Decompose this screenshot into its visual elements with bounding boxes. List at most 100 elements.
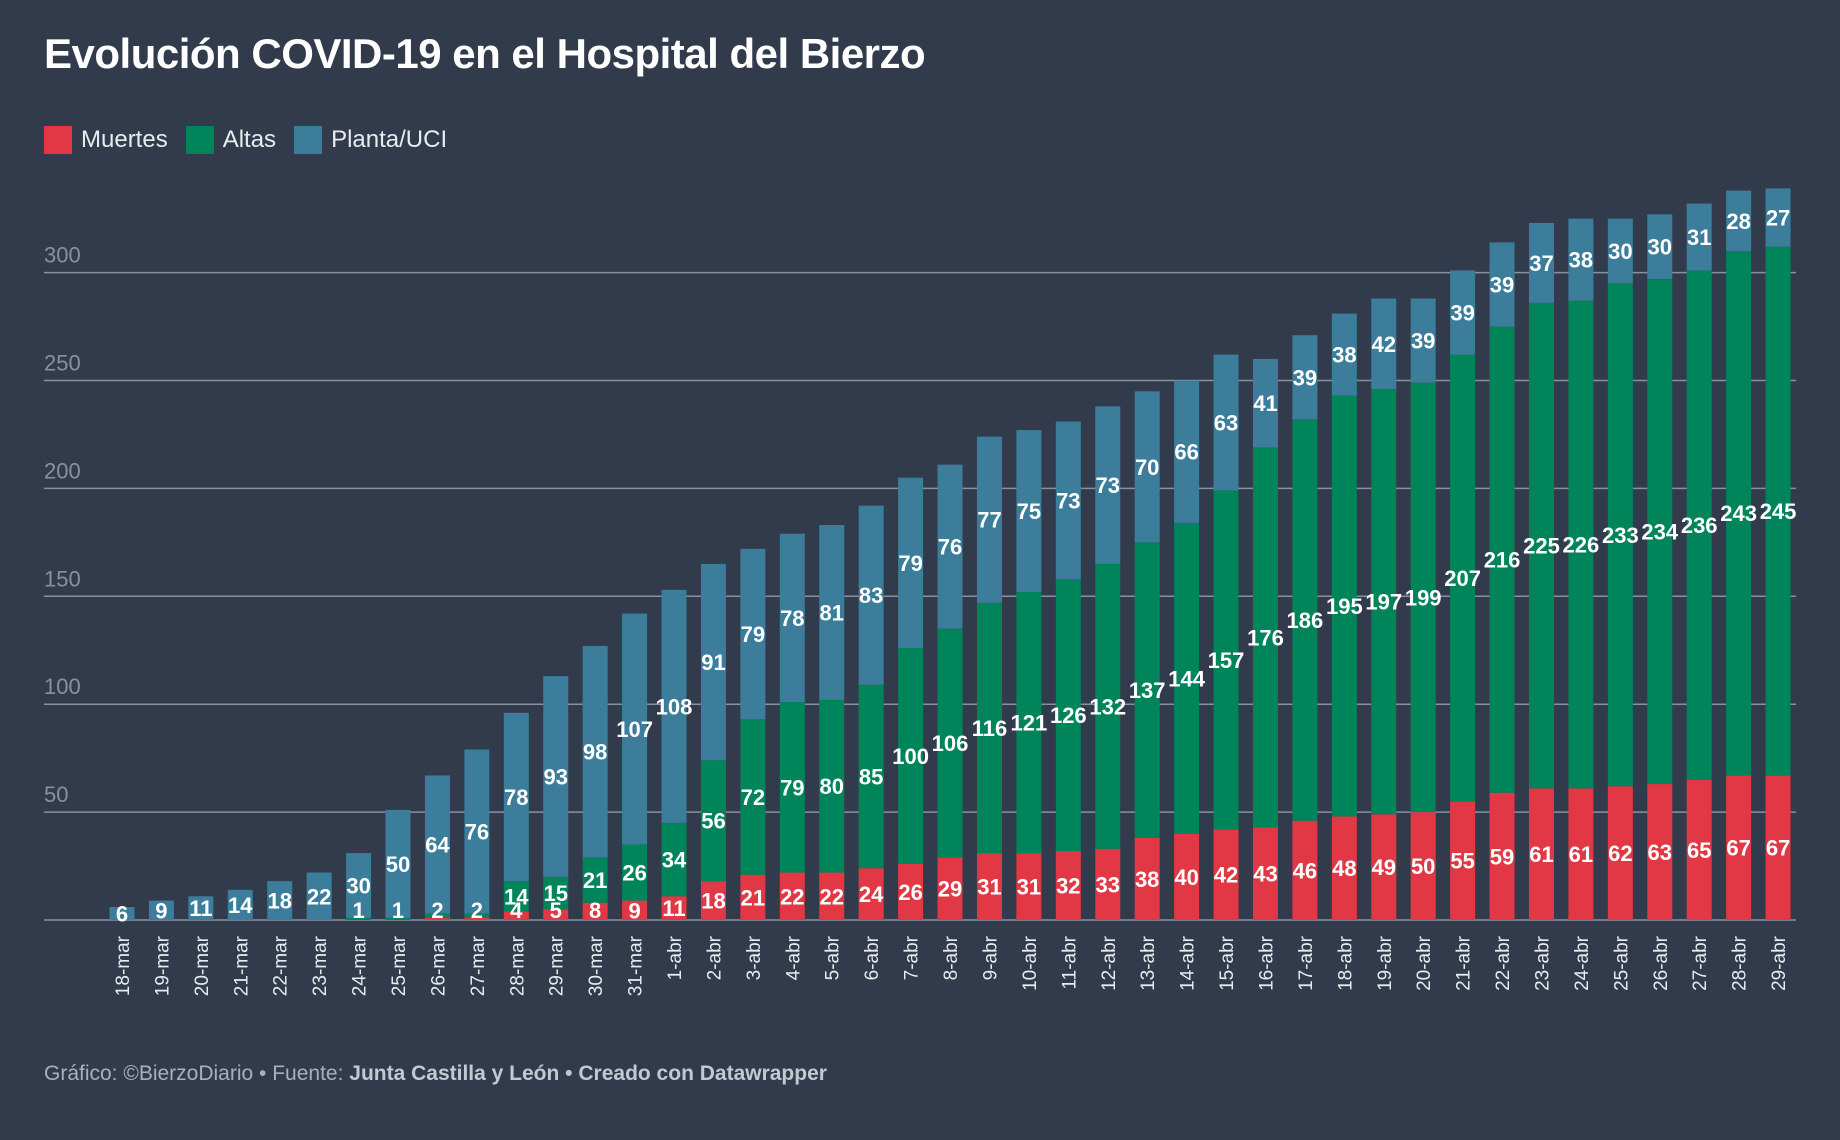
data-label: 18 xyxy=(267,889,291,914)
data-label: 50 xyxy=(386,852,410,877)
bar-altas-5-abr xyxy=(819,699,845,873)
bar-planta-uci-22-abr xyxy=(1489,242,1515,327)
data-label: 137 xyxy=(1129,678,1166,703)
x-axis-tick-labels: 18-mar 19-mar 20-mar 21-mar 22-mar 23-mar 24-m… xyxy=(113,935,1790,996)
bar-altas-27-mar xyxy=(464,913,490,918)
bar-muertes-8-abr xyxy=(937,857,963,920)
legend-item-planta-uci: Planta/UCI xyxy=(294,126,447,154)
data-label: 14 xyxy=(504,884,529,909)
data-label: 1 xyxy=(392,898,404,923)
bar-altas-12-abr xyxy=(1095,563,1121,849)
data-label: 24 xyxy=(859,882,884,907)
data-label: 72 xyxy=(741,785,765,810)
bar-planta-uci-7-abr xyxy=(898,477,924,649)
bar-planta-uci-22-mar xyxy=(267,881,293,920)
data-label: 63 xyxy=(1648,840,1672,865)
data-label: 26 xyxy=(622,861,646,886)
bar-altas-23-abr xyxy=(1528,302,1554,789)
bar-altas-25-abr xyxy=(1607,283,1633,787)
data-label: 42 xyxy=(1372,332,1396,357)
bar-altas-9-abr xyxy=(976,602,1002,854)
bar-planta-uci-29-abr xyxy=(1765,188,1791,247)
data-label: 100 xyxy=(892,744,929,769)
data-label: 29 xyxy=(938,877,962,902)
data-label: 176 xyxy=(1247,625,1284,650)
bar-planta-uci-29-mar xyxy=(543,676,569,877)
data-label: 80 xyxy=(819,774,843,799)
legend-item-muertes: Muertes xyxy=(44,126,168,154)
x-tick-label: 23-abr xyxy=(1532,935,1553,991)
bar-muertes-28-mar xyxy=(503,911,529,920)
data-label: 38 xyxy=(1332,343,1356,368)
x-tick-label: 31-mar xyxy=(626,935,647,996)
data-label: 126 xyxy=(1050,703,1087,728)
data-label: 79 xyxy=(898,551,922,576)
bar-muertes-30-mar xyxy=(582,902,608,920)
data-label: 22 xyxy=(780,884,804,909)
bar-altas-25-mar xyxy=(385,917,411,920)
bar-altas-11-abr xyxy=(1055,579,1081,851)
bar-planta-uci-5-abr xyxy=(819,525,845,700)
x-tick-label: 23-mar xyxy=(310,935,331,996)
data-label: 9 xyxy=(628,898,640,923)
data-label: 2 xyxy=(471,898,483,923)
x-tick-label: 3-abr xyxy=(744,935,765,980)
data-label: 28 xyxy=(1726,209,1750,234)
bar-muertes-12-abr xyxy=(1095,848,1121,920)
x-tick-label: 18-abr xyxy=(1335,935,1356,991)
footer-source: Junta Castilla y León xyxy=(349,1062,560,1085)
x-tick-label: 9-abr xyxy=(980,935,1001,980)
bar-planta-uci-24-abr xyxy=(1568,218,1594,301)
bar-planta-uci-17-abr xyxy=(1292,335,1318,420)
bar-muertes-22-abr xyxy=(1489,792,1515,920)
data-label: 61 xyxy=(1569,842,1593,867)
data-label: 59 xyxy=(1490,844,1514,869)
bar-muertes-3-abr xyxy=(740,874,766,920)
bar-planta-uci-20-abr xyxy=(1410,298,1436,383)
bar-muertes-25-abr xyxy=(1607,786,1633,920)
x-tick-label: 12-abr xyxy=(1099,935,1120,991)
bar-altas-21-abr xyxy=(1450,354,1476,802)
y-tick-label: 100 xyxy=(44,674,81,699)
data-label: 98 xyxy=(583,740,607,765)
bar-muertes-19-abr xyxy=(1371,814,1397,920)
data-label: 76 xyxy=(938,535,962,560)
y-tick-label: 150 xyxy=(44,566,81,591)
bar-muertes-29-mar xyxy=(543,909,569,920)
data-label: 31 xyxy=(1017,875,1041,900)
data-label: 186 xyxy=(1287,608,1324,633)
data-label: 207 xyxy=(1444,566,1481,591)
bar-muertes-6-abr xyxy=(858,868,884,920)
data-labels: 6 9 11 14 18 22130150264276414785159382198926… xyxy=(116,206,1797,927)
legend-swatch-planta-uci xyxy=(294,126,323,154)
data-label: 245 xyxy=(1760,499,1797,524)
y-tick-label: 200 xyxy=(44,458,81,483)
data-label: 46 xyxy=(1293,858,1317,883)
bar-planta-uci-10-abr xyxy=(1016,430,1042,592)
bar-planta-uci-11-abr xyxy=(1055,421,1081,580)
bar-muertes-29-abr xyxy=(1765,775,1791,920)
bar-altas-20-abr xyxy=(1410,382,1436,813)
bar-planta-uci-8-abr xyxy=(937,464,963,629)
legend-swatch-muertes xyxy=(44,126,72,154)
bar-muertes-4-abr xyxy=(779,872,805,920)
x-tick-label: 19-mar xyxy=(152,935,173,996)
bar-muertes-7-abr xyxy=(898,863,924,920)
bar-muertes-5-abr xyxy=(819,872,845,920)
bar-altas-30-mar xyxy=(582,857,608,903)
bar-altas-14-abr xyxy=(1174,522,1200,834)
bar-muertes-24-abr xyxy=(1568,788,1594,920)
bar-muertes-17-abr xyxy=(1292,820,1318,920)
data-label: 4 xyxy=(510,898,523,923)
data-label: 85 xyxy=(859,764,883,789)
x-tick-label: 15-abr xyxy=(1217,935,1238,991)
data-label: 38 xyxy=(1569,248,1593,273)
data-label: 197 xyxy=(1365,590,1402,615)
data-label: 30 xyxy=(346,873,370,898)
x-tick-label: 11-abr xyxy=(1059,935,1080,989)
data-label: 38 xyxy=(1135,867,1159,892)
x-tick-label: 24-mar xyxy=(350,935,371,996)
data-label: 64 xyxy=(425,832,450,857)
data-label: 75 xyxy=(1017,499,1041,524)
